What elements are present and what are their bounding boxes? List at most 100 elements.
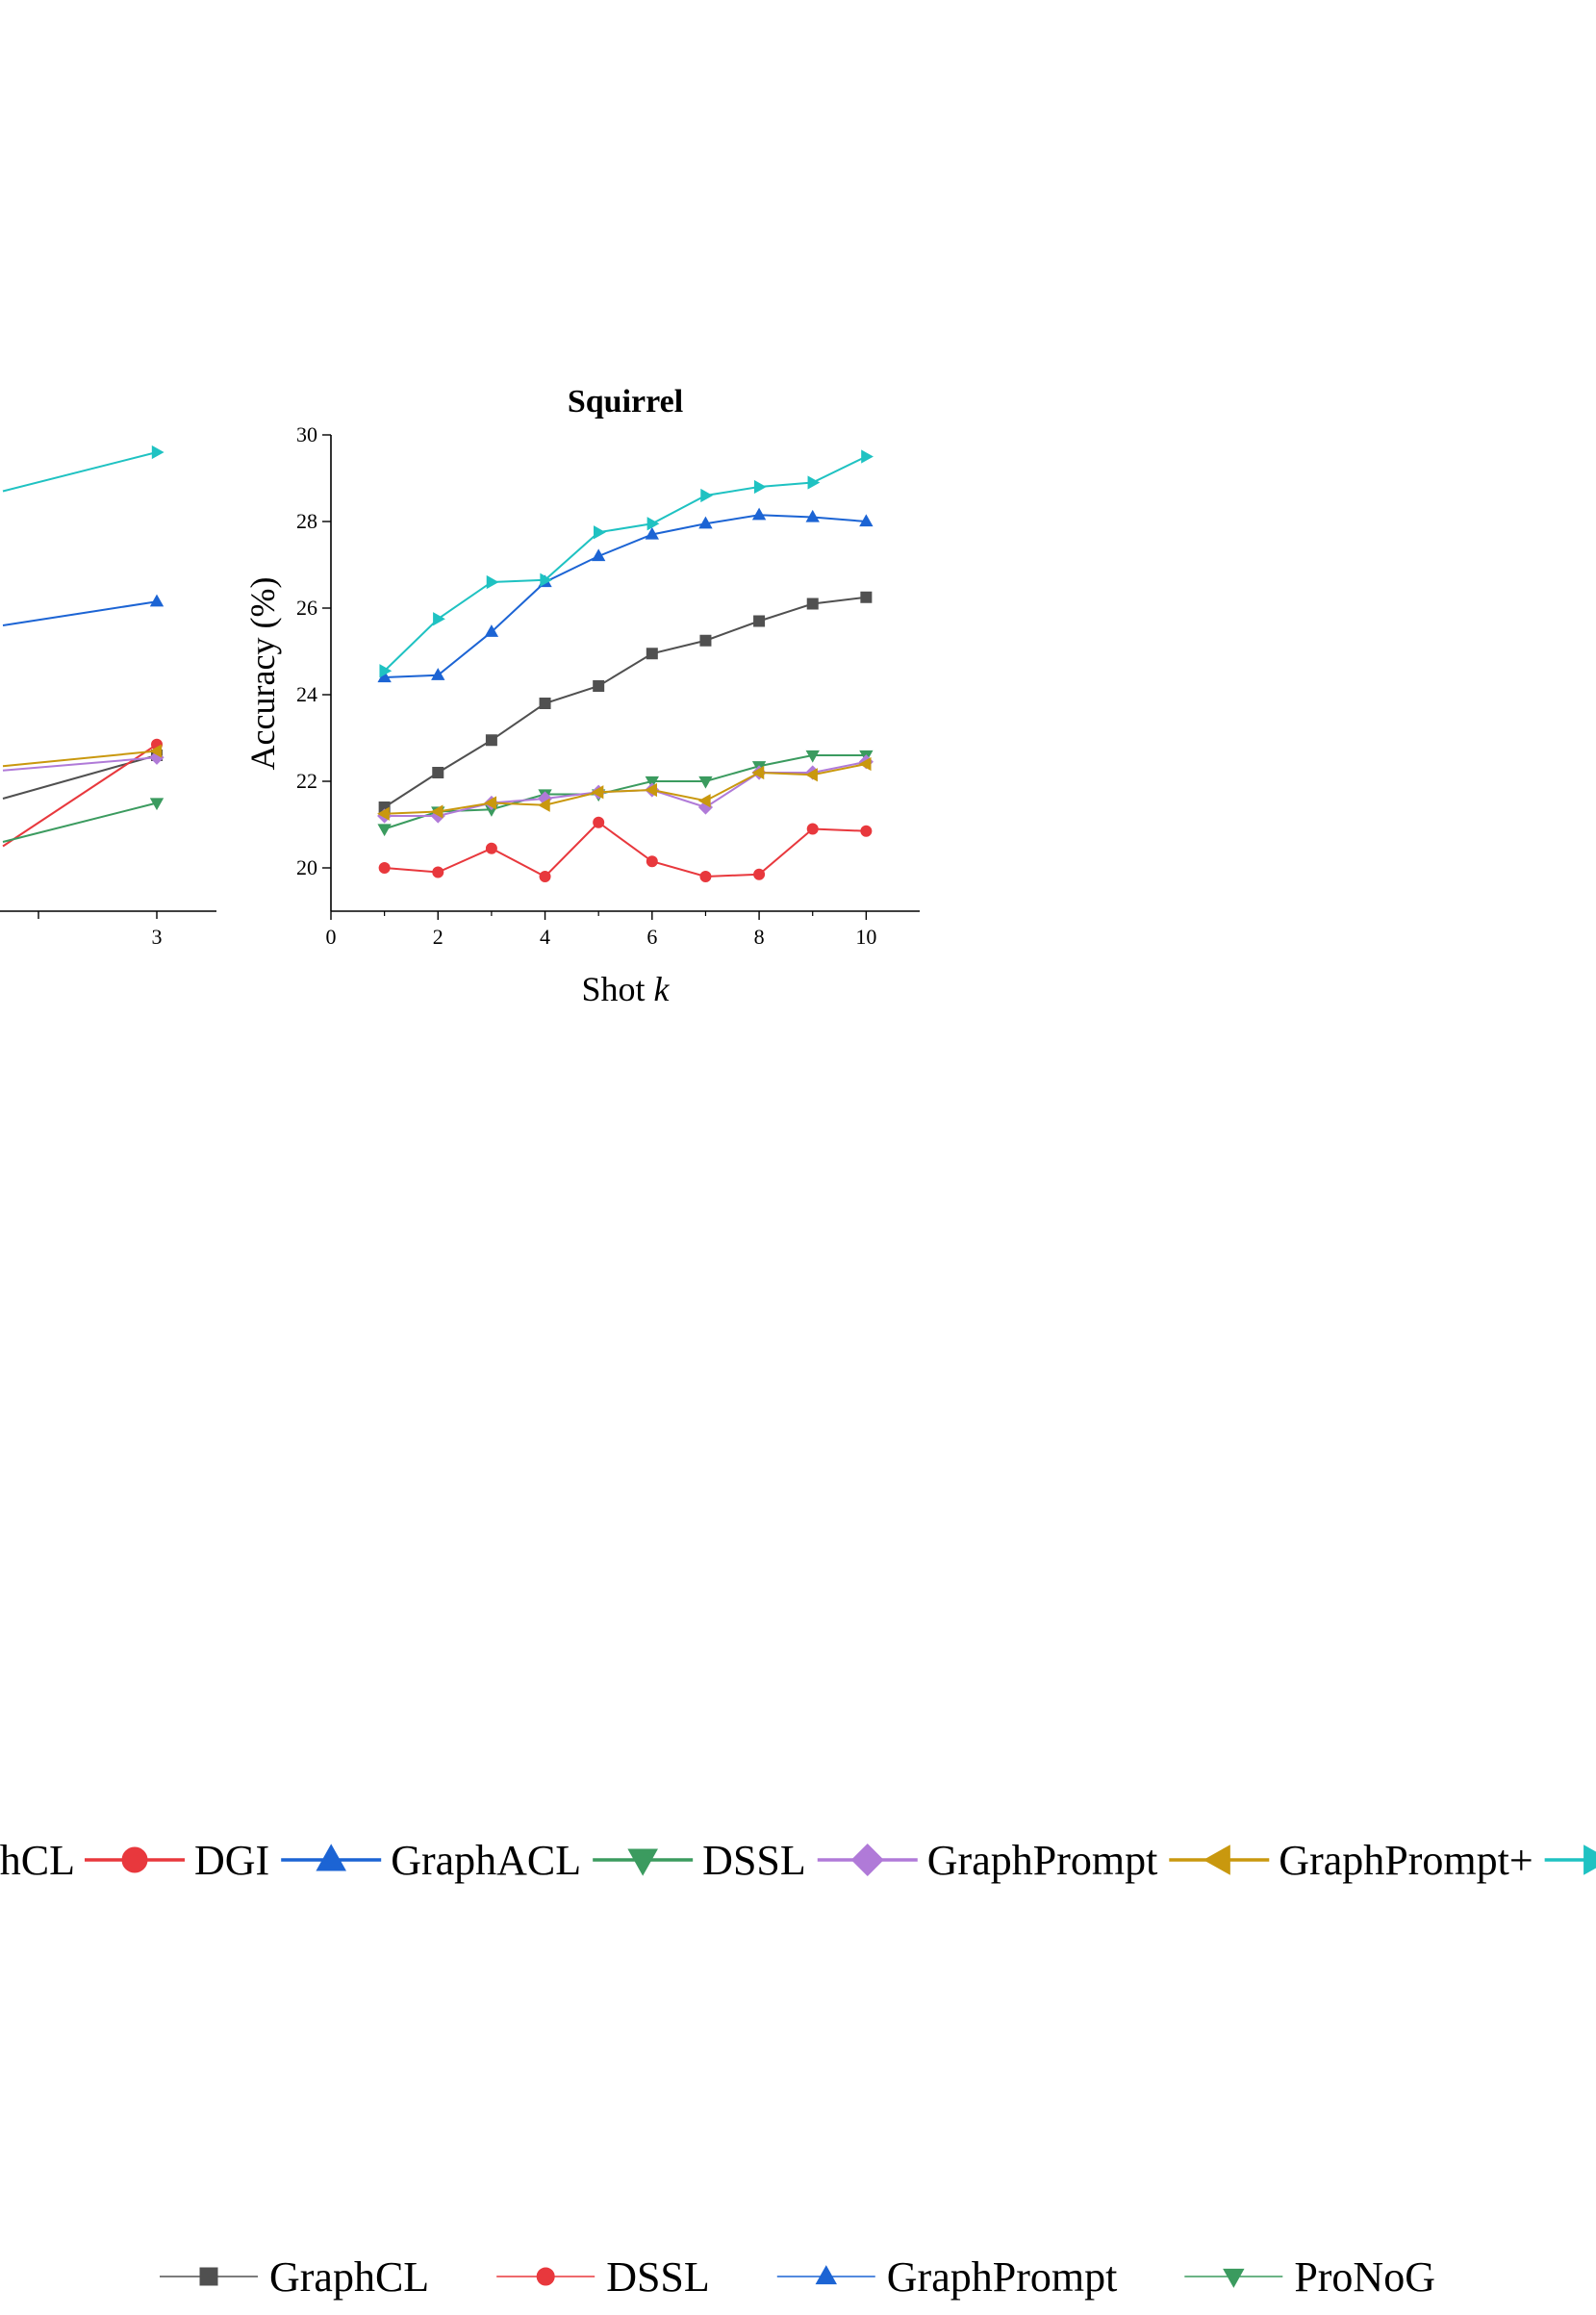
legend-bottom: GraphCL DSSL GraphPrompt ProNoG [160, 2253, 1435, 2301]
legend-bottom-item-graphprompt: GraphPrompt [776, 2253, 1118, 2301]
squirrel-x-tick-label: 6 [646, 925, 657, 949]
legend-top-label: hCL [0, 1837, 75, 1884]
squirrel-point-graphacl [751, 507, 767, 521]
squirrel-point-graphcl [485, 734, 497, 747]
legend-top-swatch-marker [316, 1844, 347, 1871]
legend-bottom-swatch-marker [199, 2267, 218, 2286]
squirrel-point-graphcl [646, 648, 658, 660]
squirrel-point-pronog [646, 517, 660, 531]
squirrel-point-dgi [485, 842, 497, 854]
squirrel-line-dgi [384, 821, 867, 878]
squirrel-point-dgi [753, 868, 766, 880]
legend-top: hCL DGI GraphACL DSSL GraphPrompt GraphPrompt… [0, 1837, 1596, 1884]
squirrel-point-graphacl [592, 548, 606, 562]
squirrel-series-dgi [378, 816, 873, 882]
legend-top-label: GraphPrompt+ [1279, 1837, 1533, 1884]
left-series-graphprompt-plus [2, 744, 163, 768]
legend-top-swatch-marker [1583, 1844, 1596, 1875]
legend-top-item-dssl: DSSL [593, 1837, 806, 1884]
squirrel-point-graphcl [593, 680, 605, 692]
squirrel-x-axis-label-var: k [654, 970, 671, 1008]
squirrel-x-tick-label: 2 [433, 925, 443, 949]
left-series-pronog [2, 445, 165, 493]
left-line-graphprompt-plus [2, 750, 158, 768]
squirrel-chart-title: Squirrel [568, 384, 683, 420]
legend-top-label: DSSL [702, 1837, 806, 1884]
squirrel-point-pronog [861, 449, 874, 464]
legend-bottom-swatch-marker [536, 2267, 555, 2286]
squirrel-line-pronog [383, 455, 867, 672]
squirrel-y-tick-label: 22 [296, 769, 317, 793]
left-point-pronog [151, 445, 165, 460]
squirrel-y-tick-label: 30 [296, 422, 317, 446]
legend-top-swatch-marker [627, 1848, 658, 1876]
squirrel-y-tick-label: 20 [296, 855, 317, 879]
left-cropped-chart: 3 [0, 445, 216, 949]
squirrel-y-ticks: 20 22 24 26 28 30 [296, 422, 331, 879]
legend-bottom-item-graphcl: GraphCL [160, 2253, 429, 2301]
squirrel-point-dgi [646, 855, 658, 868]
left-point-graphacl [149, 594, 165, 607]
legend-bottom-item-dssl: DSSL [496, 2253, 710, 2301]
left-point-graphprompt-plus [149, 744, 163, 758]
squirrel-point-graphprompt-plus [377, 806, 390, 821]
squirrel-point-dgi [432, 866, 444, 878]
squirrel-series-pronog [379, 449, 874, 678]
squirrel-point-dgi [699, 871, 712, 882]
squirrel-x-ticks: 0 2 4 6 8 10 [326, 911, 876, 949]
left-line-pronog [2, 451, 158, 493]
legend-top-item-dgi: DGI [85, 1837, 269, 1884]
left-chart-x-tick-label-3: 3 [152, 925, 163, 949]
squirrel-series-graphprompt-plus [377, 756, 872, 821]
legend-top-item-graphprompt: GraphPrompt [817, 1837, 1157, 1884]
squirrel-point-dssl [698, 776, 713, 789]
squirrel-point-graphprompt-plus [805, 768, 818, 782]
legend-top-swatch-marker [850, 1844, 884, 1876]
squirrel-series-graphcl [378, 591, 873, 813]
squirrel-x-tick-label: 8 [754, 925, 765, 949]
squirrel-x-tick-label: 10 [855, 925, 876, 949]
squirrel-y-tick-label: 24 [296, 682, 317, 706]
legend-top-item-graphacl: GraphACL [281, 1837, 581, 1884]
legend-bottom-label: GraphPrompt [887, 2253, 1118, 2301]
legend-bottom-label: ProNoG [1294, 2253, 1435, 2301]
squirrel-line-graphprompt-plus [384, 763, 867, 815]
squirrel-point-graphcl [806, 598, 819, 610]
squirrel-line-graphcl [384, 596, 867, 808]
legend-top-label: DGI [194, 1837, 269, 1884]
squirrel-point-graphcl [753, 615, 766, 627]
squirrel-point-graphprompt-plus [697, 794, 711, 808]
legend-bottom-label: DSSL [606, 2253, 710, 2301]
legend-top-label: GraphACL [391, 1837, 581, 1884]
left-chart-axes: 3 [0, 910, 216, 949]
legend-top-item-graphprompt-plus: GraphPrompt+ [1169, 1837, 1533, 1884]
squirrel-point-graphcl [539, 698, 551, 709]
squirrel-line-graphacl [384, 514, 867, 678]
squirrel-point-pronog [594, 525, 606, 540]
squirrel-point-dssl [645, 776, 659, 789]
squirrel-x-tick-label: 0 [326, 925, 337, 949]
squirrel-point-graphacl [484, 624, 499, 637]
squirrel-point-graphcl [860, 591, 873, 603]
squirrel-point-graphacl [645, 526, 659, 540]
squirrel-y-tick-label: 28 [296, 509, 317, 533]
squirrel-point-dgi [806, 823, 819, 835]
squirrel-point-pronog [486, 574, 499, 590]
legend-bottom-item-pronog: ProNoG [1184, 2253, 1435, 2301]
squirrel-point-pronog [753, 479, 767, 495]
left-point-dssl [149, 798, 165, 811]
left-line-dssl [2, 801, 158, 843]
squirrel-point-dgi [593, 816, 605, 828]
left-line-graphacl [2, 600, 158, 626]
legend-bottom-label: GraphCL [269, 2253, 429, 2301]
left-series-dssl [2, 798, 165, 843]
squirrel-point-graphprompt-plus [751, 765, 765, 780]
squirrel-point-dssl [805, 750, 820, 763]
squirrel-point-pronog [433, 612, 445, 626]
squirrel-point-pronog [379, 664, 393, 678]
legend-bottom-swatch-marker [815, 2265, 837, 2285]
squirrel-point-graphprompt-plus [591, 785, 604, 800]
squirrel-point-graphacl [805, 509, 820, 522]
